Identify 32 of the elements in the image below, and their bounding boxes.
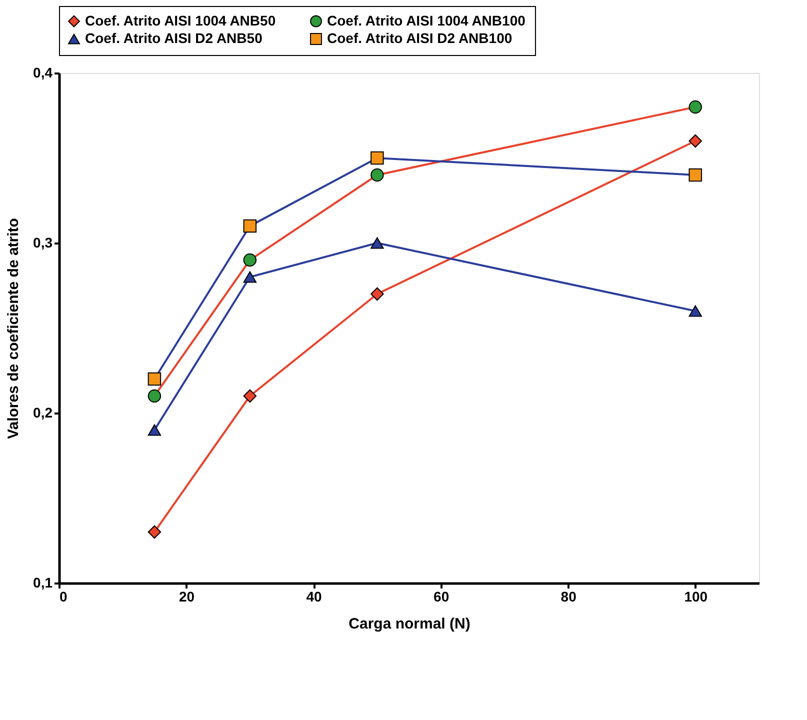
y-tick-label: 0,1 <box>33 574 53 590</box>
legend-label: Coef. Atrito AISI 1004 ANB100 <box>327 12 526 28</box>
point <box>688 305 702 317</box>
legend-label: Coef. Atrito AISI D2 ANB50 <box>85 30 263 46</box>
point <box>243 389 257 403</box>
y-tick-label: 0,4 <box>33 64 53 80</box>
point <box>243 271 257 283</box>
y-tick-label: 0,2 <box>33 404 53 420</box>
point <box>370 151 384 165</box>
x-tick-label: 40 <box>306 588 322 604</box>
point <box>148 525 162 539</box>
x-tick-label: 20 <box>178 588 195 604</box>
point <box>148 389 162 403</box>
legend-label: Coef. Atrito AISI D2 ANB100 <box>327 30 512 46</box>
y-axis-title: Valores de coeficiente de atrito <box>5 218 22 439</box>
point <box>370 287 384 301</box>
point <box>148 424 162 436</box>
x-tick-label: 60 <box>434 588 450 604</box>
point <box>243 253 257 267</box>
x-tick-label: 100 <box>684 588 708 604</box>
x-tick-label: 0 <box>60 588 68 604</box>
point <box>688 100 702 114</box>
point <box>243 219 257 233</box>
x-tick-label: 80 <box>560 588 577 604</box>
point <box>688 134 702 148</box>
point <box>370 168 384 182</box>
point <box>148 372 162 386</box>
y-tick-label: 0,3 <box>33 234 53 250</box>
legend-label: Coef. Atrito AISI 1004 ANB50 <box>85 12 276 28</box>
point <box>688 168 702 182</box>
point <box>370 237 384 249</box>
x-axis-title: Carga normal (N) <box>348 616 470 632</box>
